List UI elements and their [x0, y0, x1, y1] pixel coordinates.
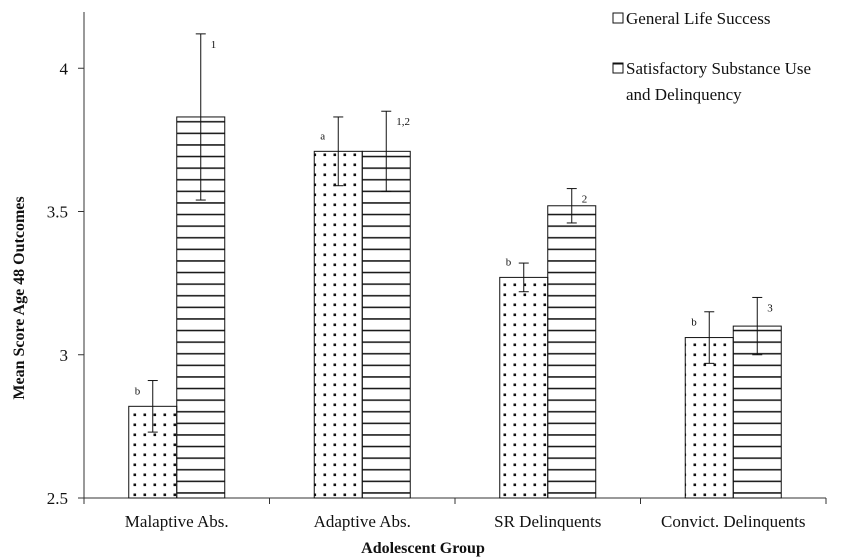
x-tick-label: Convict. Delinquents: [661, 512, 805, 531]
significance-label: 1,2: [396, 116, 410, 128]
y-tick-label: 3.5: [47, 203, 68, 222]
significance-label: 1: [211, 39, 217, 51]
x-tick-label: SR Delinquents: [494, 512, 601, 531]
y-axis-title: Mean Score Age 48 Outcomes: [11, 196, 28, 399]
x-axis: Malaptive Abs. Adaptive Abs. SR Delinquent…: [83, 497, 827, 531]
bars: [128, 116, 782, 499]
y-tick-label: 2.5: [47, 489, 68, 508]
significance-label: 2: [582, 194, 588, 206]
legend-swatch-dots: [612, 12, 624, 24]
y-axis: 2.5 3 3.5 4: [47, 12, 85, 508]
bar-general-life-success: [684, 337, 734, 499]
x-axis-title: Adolescent Group: [361, 540, 485, 557]
legend: General Life Success Satisfactory Substa…: [612, 9, 811, 104]
significance-label: b: [691, 317, 697, 329]
legend-item-satisfactory-substance-use: Satisfactory Substance Use and Delinquen…: [612, 59, 811, 104]
x-tick-label: Malaptive Abs.: [125, 512, 229, 531]
significance-label: b: [506, 256, 512, 268]
significance-label: a: [320, 130, 325, 142]
y-tick-label: 4: [60, 59, 69, 78]
legend-label: General Life Success: [626, 9, 770, 28]
significance-label: 3: [767, 302, 773, 314]
bar-satisfactory-substance-use: [547, 205, 597, 499]
legend-item-general-life-success: General Life Success: [612, 9, 770, 28]
error-bars: [147, 33, 763, 433]
y-tick-label: 3: [60, 346, 69, 365]
legend-swatch-lines: [612, 62, 624, 74]
legend-label-line-1: Satisfactory Substance Use: [626, 59, 811, 78]
significance-labels: b 1 a 1,2 b 2 b 3: [135, 39, 774, 397]
bar-satisfactory-substance-use: [361, 150, 411, 499]
x-tick-label: Adaptive Abs.: [314, 512, 411, 531]
bar-general-life-success: [313, 150, 363, 499]
significance-label: b: [135, 385, 141, 397]
bar-general-life-success: [499, 276, 549, 499]
legend-label-line-2: and Delinquency: [626, 85, 742, 104]
